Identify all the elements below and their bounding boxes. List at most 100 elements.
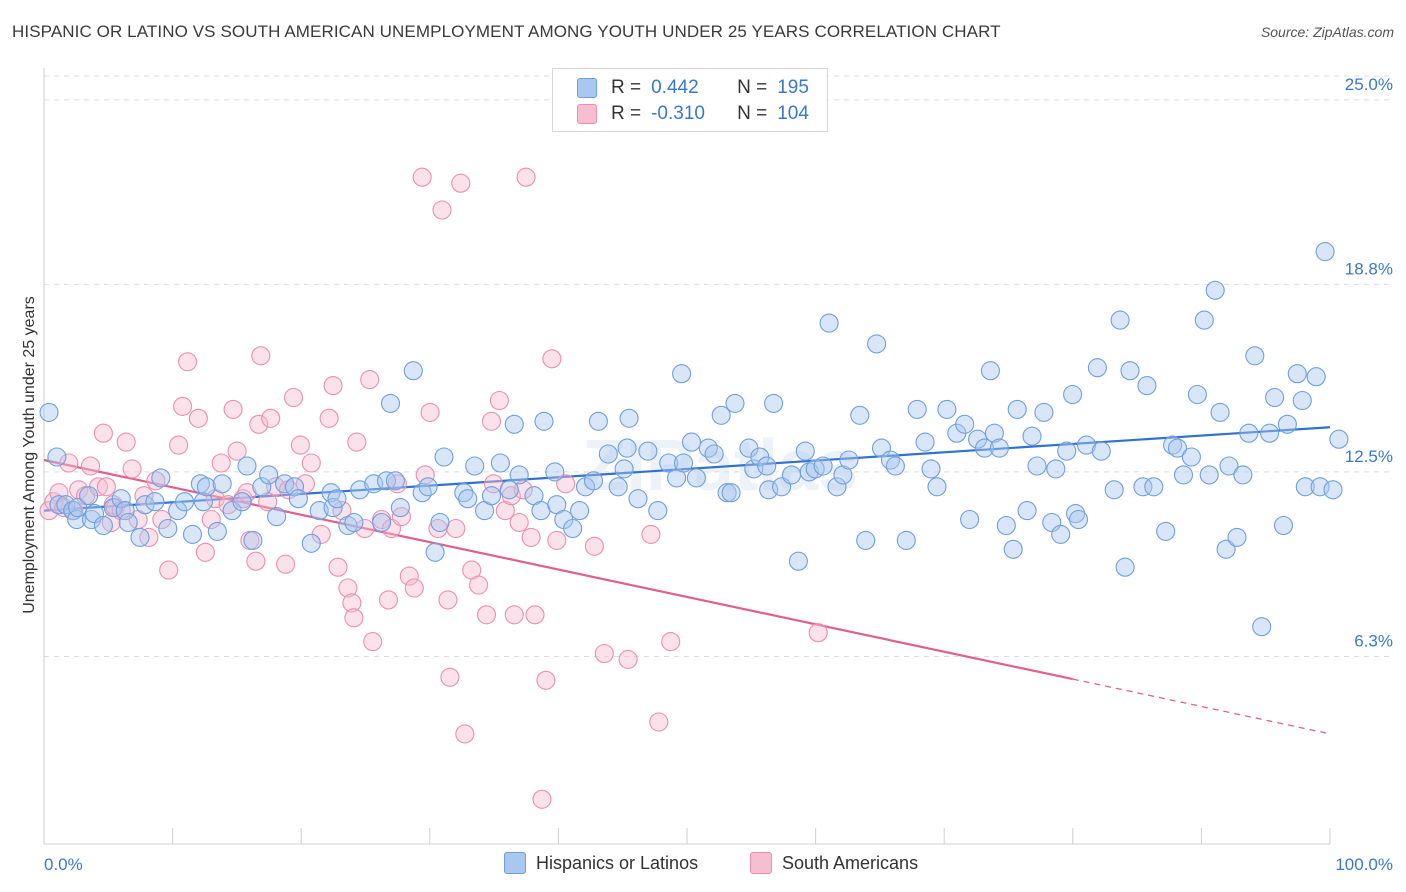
hispanic-point — [1199, 465, 1219, 485]
hispanic-point — [1003, 539, 1023, 559]
hispanic-point — [1087, 358, 1107, 378]
legend-r-value-hispanics: 0.442 — [651, 77, 699, 98]
hispanic-point — [1120, 361, 1140, 381]
south-american-point — [201, 509, 221, 530]
south-american-point — [808, 623, 828, 643]
legend-swatch-hispanics — [577, 78, 597, 98]
south-american-point — [344, 608, 364, 628]
south-american-point — [521, 527, 541, 547]
hispanic-point — [1133, 477, 1153, 497]
hispanic-point — [111, 489, 131, 509]
hispanic-point — [1260, 423, 1280, 443]
south-american-point — [347, 432, 367, 452]
hispanic-point — [1194, 310, 1214, 330]
hispanic-point — [1007, 399, 1027, 419]
bottom-legend-label-south-americans: South Americans — [782, 852, 919, 873]
south-american-point — [188, 408, 208, 428]
south-american-point — [93, 423, 113, 443]
hispanic-point — [638, 441, 658, 461]
hispanic-point — [833, 465, 853, 485]
hispanic-point — [1252, 617, 1272, 637]
hispanic-point — [570, 501, 590, 521]
south-american-point — [360, 370, 380, 390]
hispanic-point — [1091, 441, 1111, 461]
hispanic-point — [118, 512, 138, 533]
hispanic-point — [207, 521, 227, 541]
south-american-point — [420, 402, 440, 422]
hispanic-point — [955, 414, 975, 434]
hispanic-point — [704, 444, 724, 464]
south-american-point — [246, 551, 266, 571]
hispanic-point — [721, 483, 741, 503]
south-american-point — [542, 349, 562, 369]
hispanic-point — [1306, 367, 1326, 387]
hispanic-point — [788, 551, 808, 571]
hispanic-point — [717, 483, 737, 503]
bottom-legend-swatch-south-americans — [750, 852, 772, 874]
hispanic-point — [284, 477, 305, 497]
hispanic-point — [795, 441, 815, 461]
trend-line-hispanics — [43, 426, 1331, 512]
legend-n-label: N = — [737, 77, 768, 98]
south-american-point — [301, 453, 321, 473]
hispanic-point — [1115, 557, 1135, 577]
south-american-point — [169, 435, 189, 455]
south-american-point — [556, 474, 576, 494]
hispanic-point — [907, 399, 927, 419]
hispanic-point — [927, 477, 947, 497]
hispanic-point — [504, 414, 524, 434]
hispanic-point — [1051, 524, 1071, 544]
trend-line-south-americans — [43, 458, 1074, 681]
hispanic-point — [288, 489, 308, 509]
hispanic-point — [47, 447, 67, 467]
south-american-point — [116, 432, 136, 452]
south-american-point — [237, 483, 257, 503]
legend-n-label: N = — [737, 103, 768, 124]
south-american-point — [211, 453, 231, 473]
hispanic-point — [93, 515, 113, 536]
hispanic-point — [598, 444, 618, 464]
y-tick-label: 18.8% — [1345, 259, 1393, 278]
bottom-legend-label-hispanics: Hispanics or Latinos — [536, 852, 699, 873]
hispanic-point — [583, 471, 604, 491]
south-american-point — [338, 578, 358, 598]
gridlines — [44, 75, 1394, 657]
south-american-point — [258, 492, 278, 512]
hispanic-point — [390, 498, 410, 518]
hispanic-point — [1292, 390, 1312, 411]
south-american-point — [319, 408, 339, 428]
hispanic-point — [1239, 423, 1259, 443]
bottom-legend-south-americans: South Americans — [750, 852, 918, 874]
south-american-point — [661, 632, 681, 652]
hispanic-point — [1046, 459, 1066, 479]
bottom-legend-swatch-hispanics — [504, 852, 526, 874]
hispanic-point — [267, 507, 287, 527]
hispanic-point — [805, 459, 825, 479]
south-american-point — [323, 376, 343, 396]
south-american-point — [159, 560, 179, 580]
south-american-point — [476, 605, 497, 625]
hispanic-point — [534, 411, 554, 431]
south-american-point — [495, 501, 515, 521]
south-american-point — [227, 441, 247, 461]
hispanic-point — [974, 438, 995, 458]
south-american-point — [481, 411, 502, 431]
hispanic-point — [545, 462, 565, 482]
hispanic-point — [1210, 402, 1230, 422]
hispanic-point — [673, 453, 694, 473]
hispanic-point — [145, 492, 165, 512]
hispanic-point — [1156, 521, 1176, 541]
hispanic-point — [418, 477, 438, 497]
hispanic-point — [781, 465, 802, 485]
hispanic-point — [372, 512, 392, 533]
hispanic-point — [1287, 364, 1307, 384]
trend-lines — [43, 426, 1331, 735]
hispanic-point — [344, 512, 364, 533]
hispanic-point — [465, 456, 485, 476]
tick-labels: 6.3% 12.5% 18.8% 25.0% 0.0% 100.0% — [44, 75, 1393, 874]
south-american-point — [59, 453, 79, 473]
data-points — [39, 167, 1349, 809]
hispanic-point — [711, 405, 731, 425]
hispanic-point — [481, 486, 502, 506]
